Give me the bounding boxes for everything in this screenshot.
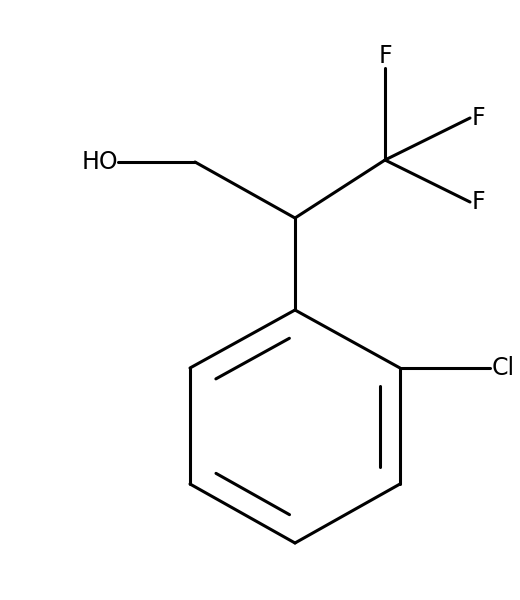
Text: F: F [472, 106, 486, 130]
Text: F: F [378, 44, 392, 68]
Text: F: F [472, 190, 486, 214]
Text: Cl: Cl [492, 356, 515, 380]
Text: HO: HO [81, 150, 118, 174]
